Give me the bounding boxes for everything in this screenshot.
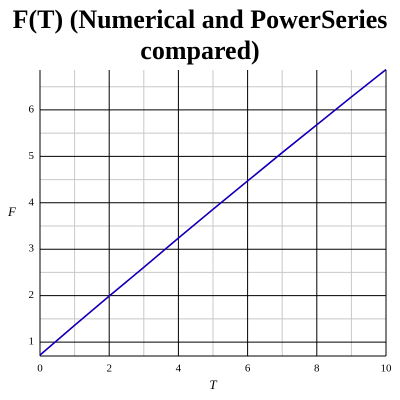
y-tick-label: 1 [29,336,35,348]
chart-title: F(T) (Numerical and PowerSeries compared… [12,5,388,65]
x-tick-label: 2 [106,363,112,375]
y-tick-label: 5 [29,150,35,162]
x-tick-label: 6 [245,363,251,375]
x-axis-label: T [209,377,217,392]
y-tick-label: 4 [29,196,35,208]
x-tick-label: 0 [37,363,43,375]
series-line [39,68,387,356]
x-tick-label: 10 [381,363,393,375]
y-axis-label: F [7,204,17,219]
x-tick-label: 8 [314,363,320,375]
y-tick-label: 6 [29,103,35,115]
x-tick-label: 4 [176,363,182,375]
y-tick-label: 3 [29,243,35,255]
y-tick-label: 2 [29,289,35,301]
